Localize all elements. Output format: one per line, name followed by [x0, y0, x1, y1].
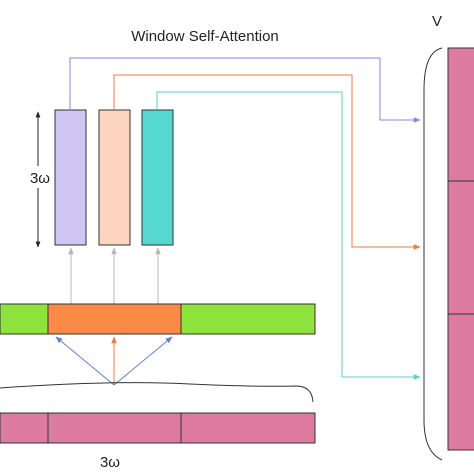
center-orange-block — [47, 303, 182, 335]
height-label: 3ω — [30, 170, 50, 187]
bottom-pink-block-2 — [47, 412, 182, 444]
v-label: V — [432, 13, 442, 30]
left-green-block — [0, 303, 49, 335]
value-bar — [141, 109, 174, 246]
purple-connection-line — [69, 57, 421, 123]
fan-arrow-left — [55, 336, 115, 386]
cyan-connection-line — [156, 91, 421, 380]
diagram-title: Window Self-Attention — [131, 28, 279, 45]
right-pink-cell-3 — [447, 313, 474, 451]
bottom-pink-block-1 — [0, 412, 49, 444]
right-pink-cell-1 — [447, 47, 474, 182]
orange-connection-line — [113, 74, 421, 250]
query-bar — [54, 109, 87, 246]
horizontal-brace — [0, 382, 314, 403]
key-bar — [98, 109, 131, 246]
right-green-block — [180, 303, 316, 335]
bottom-pink-block-3 — [180, 412, 316, 444]
width-label: 3ω — [100, 454, 120, 471]
vertical-brace — [423, 47, 443, 461]
fan-arrow-right — [113, 336, 173, 386]
right-pink-cell-2 — [447, 180, 474, 315]
